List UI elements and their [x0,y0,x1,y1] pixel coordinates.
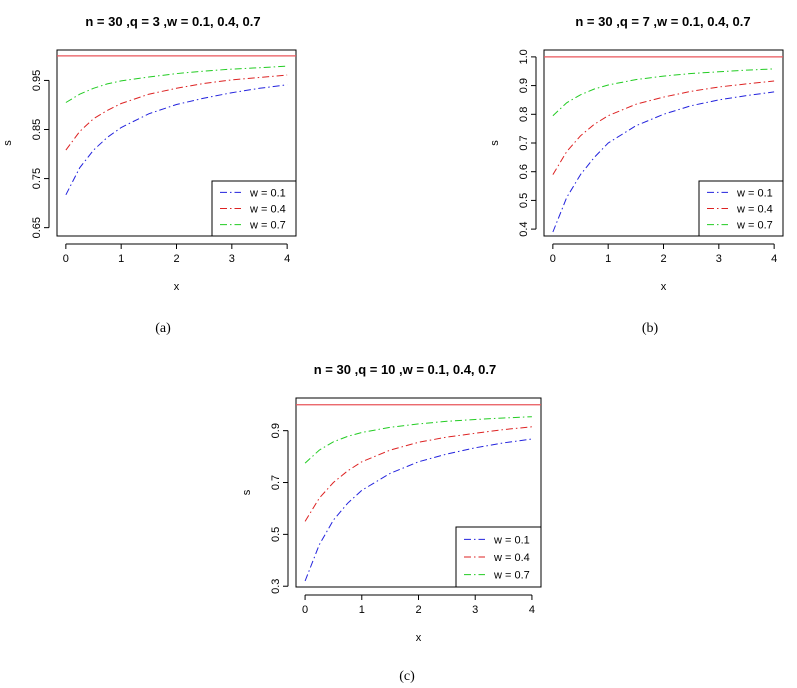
y-axis-label: s [489,140,501,146]
panel-label: (b) [642,321,659,336]
legend: w = 0.1 w = 0.4 w = 0.7 [455,526,542,588]
y-tick-label: 0.75 [31,168,43,189]
legend-label-2: w = 0.4 [493,552,530,564]
y-tick-label: 0.85 [31,119,43,140]
y-tick-label: 0.8 [518,107,530,122]
y-tick-label: 0.3 [270,579,282,594]
legend-label-2: w = 0.4 [736,204,773,216]
x-tick-label: 3 [716,253,722,265]
series-line-2 [65,74,288,151]
series-line-1 [65,84,288,196]
chart-title: n = 30 ,q = 3 ,w = 0.1, 0.4, 0.7 [85,14,260,29]
series-line-3 [304,416,532,464]
x-tick-label: 2 [415,604,421,616]
x-tick-label: 2 [173,253,179,265]
x-tick-label: 3 [472,604,478,616]
x-axis-label: x [416,632,422,644]
x-tick-label: 1 [118,253,124,265]
legend-label-2: w = 0.4 [249,204,286,216]
chart-panel-2: n = 30 ,q = 7 ,w = 0.1, 0.4, 0.7 0 1 2 3 4 x 0.… [489,14,784,336]
y-tick-label: 0.6 [518,164,530,179]
series-line-3 [65,65,288,103]
series-line-1 [304,438,532,582]
legend-label-1: w = 0.1 [736,187,773,199]
chart-title: n = 30 ,q = 7 ,w = 0.1, 0.4, 0.7 [575,14,750,29]
y-tick-label: 0.5 [518,193,530,208]
y-tick-label: 0.9 [518,78,530,93]
x-tick-label: 4 [771,253,777,265]
x-tick-label: 1 [605,253,611,265]
y-tick-label: 0.7 [518,135,530,150]
plot-frame [543,49,784,237]
legend-label-3: w = 0.7 [493,570,530,582]
plot-frame [56,49,297,237]
x-axis-label: x [661,281,667,293]
series-line-3 [552,68,775,117]
legend-label-1: w = 0.1 [249,187,286,199]
legend-label-3: w = 0.7 [249,220,286,232]
y-tick-label: 1.0 [518,49,530,64]
y-tick-label: 0.5 [270,527,282,542]
panel-label: (c) [399,669,415,684]
x-tick-label: 4 [529,604,535,616]
x-tick-label: 2 [660,253,666,265]
chart-title: n = 30 ,q = 10 ,w = 0.1, 0.4, 0.7 [314,362,496,377]
x-tick-label: 1 [359,604,365,616]
x-tick-label: 3 [229,253,235,265]
series-line-1 [552,91,775,233]
plot-frame [295,397,542,588]
legend: w = 0.1 w = 0.4 w = 0.7 [698,180,784,237]
x-axis-label: x [174,281,180,293]
y-axis-label: s [2,140,14,146]
series-line-2 [304,426,532,522]
y-tick-label: 0.65 [31,217,43,238]
y-tick-label: 0.4 [518,221,530,236]
x-tick-label: 0 [63,253,69,265]
x-tick-label: 4 [284,253,290,265]
x-tick-label: 0 [550,253,556,265]
y-tick-label: 0.95 [31,70,43,91]
chart-panel-3: n = 30 ,q = 10 ,w = 0.1, 0.4, 0.7 0 1 2 3 4 x 0… [241,362,542,684]
y-tick-label: 0.7 [270,475,282,490]
series-line-2 [552,80,775,175]
legend-label-1: w = 0.1 [493,534,530,546]
legend-label-3: w = 0.7 [736,220,773,232]
y-axis-label: s [241,489,253,495]
chart-panel-1: n = 30 ,q = 3 ,w = 0.1, 0.4, 0.7 0 1 2 3 4 x 0.… [2,14,297,336]
panel-label: (a) [155,321,171,336]
legend: w = 0.1 w = 0.4 w = 0.7 [211,180,297,237]
x-tick-label: 0 [302,604,308,616]
y-tick-label: 0.9 [270,423,282,438]
